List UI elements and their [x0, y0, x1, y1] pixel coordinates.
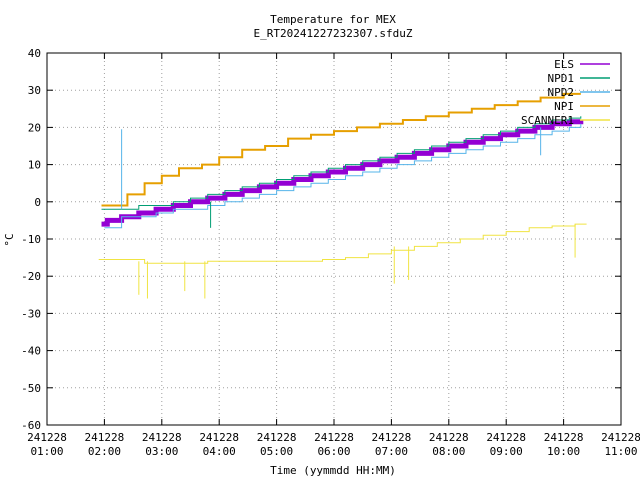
y-tick-label: -10 — [21, 233, 41, 246]
x-tick-date: 241228 — [314, 431, 354, 444]
x-tick-date: 241228 — [257, 431, 297, 444]
x-tick-time: 07:00 — [375, 445, 408, 458]
series-line-npd1 — [101, 116, 582, 210]
chart-subtitle: E_RT20241227232307.sfduZ — [254, 27, 413, 40]
x-tick-time: 06:00 — [317, 445, 350, 458]
y-tick-label: -30 — [21, 307, 41, 320]
x-tick-date: 241228 — [27, 431, 67, 444]
x-tick-date: 241228 — [601, 431, 640, 444]
x-tick-time: 03:00 — [145, 445, 178, 458]
legend-label: NPI — [554, 100, 574, 113]
y-tick-label: 10 — [28, 159, 41, 172]
x-tick-time: 08:00 — [432, 445, 465, 458]
series-line-scanner1 — [98, 223, 587, 264]
series-line-els — [101, 119, 584, 227]
legend-label: NPD2 — [548, 86, 575, 99]
x-tick-date: 241228 — [544, 431, 584, 444]
y-tick-label: -40 — [21, 345, 41, 358]
y-axis-label: °C — [3, 233, 16, 246]
x-tick-time: 10:00 — [547, 445, 580, 458]
series-line-npi — [101, 92, 581, 207]
x-tick-date: 241228 — [142, 431, 182, 444]
x-axis: 24122801:0024122802:0024122803:002412280… — [27, 53, 640, 458]
x-tick-date: 241228 — [429, 431, 469, 444]
x-tick-date: 241228 — [372, 431, 412, 444]
y-tick-label: -20 — [21, 270, 41, 283]
x-tick-date: 241228 — [199, 431, 239, 444]
x-tick-date: 241228 — [85, 431, 125, 444]
x-tick-date: 241228 — [486, 431, 526, 444]
legend-label: ELS — [554, 58, 574, 71]
y-tick-label: 40 — [28, 47, 41, 60]
grid — [47, 53, 621, 425]
x-tick-time: 05:00 — [260, 445, 293, 458]
y-tick-label: -60 — [21, 419, 41, 432]
y-tick-label: 30 — [28, 84, 41, 97]
x-tick-time: 09:00 — [490, 445, 523, 458]
x-tick-time: 01:00 — [30, 445, 63, 458]
series-line-npd2 — [104, 123, 582, 229]
y-tick-label: 20 — [28, 121, 41, 134]
x-tick-time: 11:00 — [604, 445, 637, 458]
x-tick-time: 02:00 — [88, 445, 121, 458]
y-tick-label: 0 — [34, 196, 41, 209]
chart-title: Temperature for MEX — [270, 13, 396, 26]
legend-label: NPD1 — [548, 72, 575, 85]
x-tick-time: 04:00 — [203, 445, 236, 458]
y-axis: 40 30 20 10 0 -10 -20 -30 -40 -50 -60 — [21, 47, 621, 432]
x-axis-label: Time (yymmdd HH:MM) — [270, 464, 396, 477]
series-group — [98, 92, 587, 299]
legend-label: SCANNER1 — [521, 114, 574, 127]
y-tick-label: -50 — [21, 382, 41, 395]
